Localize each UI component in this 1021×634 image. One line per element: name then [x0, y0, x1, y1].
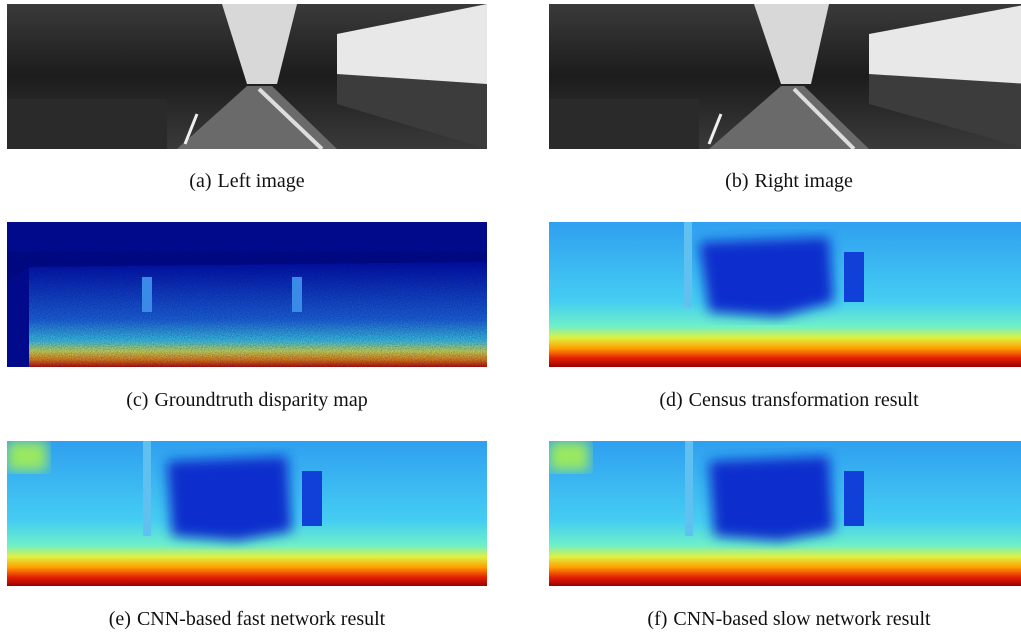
caption-label: (c) — [126, 389, 148, 411]
right-image — [549, 4, 1021, 149]
caption-label: (e) — [109, 608, 131, 630]
caption-text: Census transformation result — [689, 389, 919, 411]
caption-text: Groundtruth disparity map — [154, 389, 367, 411]
caption-text: CNN-based fast network result — [137, 608, 385, 630]
fast-network-result — [7, 441, 487, 586]
caption-text: Right image — [755, 170, 853, 192]
caption-label: (d) — [659, 389, 682, 411]
slow-network-result — [549, 441, 1021, 586]
caption: (a) Left image — [7, 170, 487, 193]
figure: (a) Left image (b) Right image (c) Groundtr… — [0, 0, 1021, 634]
caption: (e) CNN-based fast network result — [7, 608, 487, 631]
caption-label: (a) — [189, 170, 211, 192]
caption-label: (f) — [647, 608, 667, 630]
caption: (d) Census transformation result — [549, 389, 1021, 412]
groundtruth-map — [7, 222, 487, 367]
caption: (f) CNN-based slow network result — [549, 608, 1021, 631]
caption: (c) Groundtruth disparity map — [7, 389, 487, 412]
caption-text: Left image — [218, 170, 305, 192]
caption-label: (b) — [725, 170, 748, 192]
caption: (b) Right image — [549, 170, 1021, 193]
census-result — [549, 222, 1021, 367]
left-image — [7, 4, 487, 149]
caption-text: CNN-based slow network result — [673, 608, 930, 630]
